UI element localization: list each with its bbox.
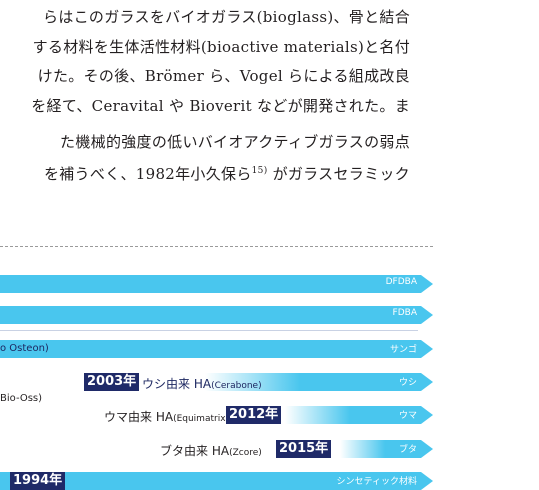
- row-text-sub: (Cerabone): [211, 381, 262, 391]
- timeline-row-bovine: 2003年 ウシ由来 HA(Cerabone) ウシ: [0, 373, 433, 391]
- year-badge: 2012年: [226, 406, 282, 424]
- timeline-row-coral: o Osteon) サンゴ: [0, 340, 433, 358]
- reference-number: 15): [251, 166, 268, 176]
- timeline-row-synthetic: 1994年 シンセティック材料: [0, 472, 433, 490]
- timeline-row-equine: ウマ由来 HA(Equimatrix) 2012年 ウマ: [0, 406, 433, 424]
- timeline-arrow: [0, 275, 433, 293]
- row-end-label: ウマ: [398, 411, 417, 421]
- row-end-label: FDBA: [392, 308, 417, 318]
- row-note-text: Bio-Oss): [0, 393, 43, 404]
- paragraph-line-last: を補うべく、1982年小久保ら15) がガラスセラミック: [0, 158, 410, 187]
- row-text: ウマ由来 HA(Equimatrix): [104, 408, 229, 425]
- timeline-row-fdba: FDBA: [0, 306, 433, 324]
- row-text-sub: (Equimatrix): [173, 414, 230, 424]
- row-end-label: DFDBA: [385, 277, 417, 287]
- paragraph-line: けた。その後、Brömer ら、Vogel らによる組成改良: [37, 67, 410, 85]
- paragraph-line: を経て、Ceravital や Bioverit などが開発された。ま: [31, 97, 410, 115]
- timeline-arrow: [0, 406, 433, 424]
- timeline-row-porcine: ブタ由来 HA(Zcore) 2015年 ブタ: [0, 440, 433, 458]
- row-text-main: ウシ由来 HA: [142, 377, 212, 391]
- row-separator: [0, 330, 418, 331]
- paragraph-line: た機械的強度の低いバイオアクティブガラスの弱点: [60, 133, 410, 151]
- section-divider: [0, 246, 433, 247]
- year-badge: 2003年: [84, 373, 140, 391]
- timeline-arrow: [0, 340, 433, 358]
- row-text-main: ウマ由来 HA: [104, 410, 174, 424]
- timeline-arrow: [0, 306, 433, 324]
- row-text: ウシ由来 HA(Cerabone): [142, 375, 262, 392]
- row-text-main: ブタ由来 HA: [160, 444, 230, 458]
- paragraph-text: がガラスセラミック: [267, 165, 410, 183]
- row-text-sub: (Zcore): [229, 448, 262, 458]
- row-end-label: シンセティック材料: [336, 477, 417, 487]
- row-text: ブタ由来 HA(Zcore): [160, 442, 262, 459]
- body-paragraph-block: らはこのガラスをバイオガラス(bioglass)、骨と結合 する材料を生体活性材…: [0, 0, 539, 200]
- paragraph-line: する材料を生体活性材料(bioactive materials)と名付: [32, 38, 410, 56]
- row-end-label: ウシ: [398, 378, 417, 388]
- row-end-label: サンゴ: [389, 345, 417, 355]
- year-badge: 1994年: [10, 472, 66, 490]
- paragraph-line: らはこのガラスをバイオガラス(bioglass)、骨と結合: [43, 8, 410, 26]
- row-left-text: o Osteon): [0, 343, 49, 354]
- year-badge: 2015年: [276, 440, 332, 458]
- row-end-label: ブタ: [398, 445, 417, 455]
- paragraph-text: を補うべく、1982年小久保ら: [43, 165, 252, 183]
- timeline-row-dfdba: DFDBA: [0, 275, 433, 293]
